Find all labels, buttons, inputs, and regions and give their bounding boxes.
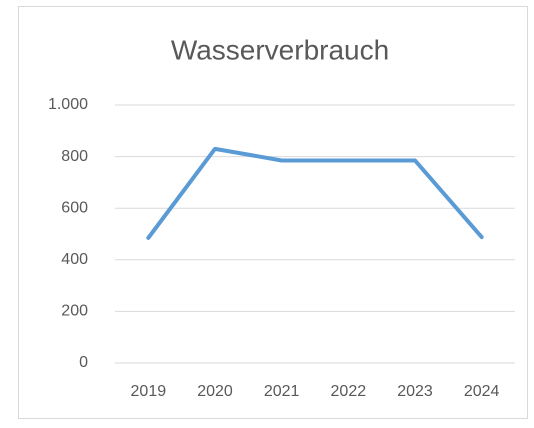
y-tick-label: 600 [61,199,88,216]
x-tick-label: 2023 [397,383,433,400]
x-tick-label: 2019 [131,383,167,400]
chart-border [18,6,528,419]
data-line [146,146,484,240]
x-tick-label: 2020 [197,383,233,400]
chart-title: Wasserverbrauch [171,34,389,65]
y-tick-label: 0 [79,354,88,371]
y-tick-label: 1.000 [48,96,88,113]
y-tick-label: 200 [61,303,88,320]
x-tick-label: 2024 [464,383,500,400]
x-tick-label: 2021 [264,383,300,400]
y-tick-label: 800 [61,148,88,165]
x-tick-label: 2022 [331,383,367,400]
y-tick-label: 400 [61,251,88,268]
